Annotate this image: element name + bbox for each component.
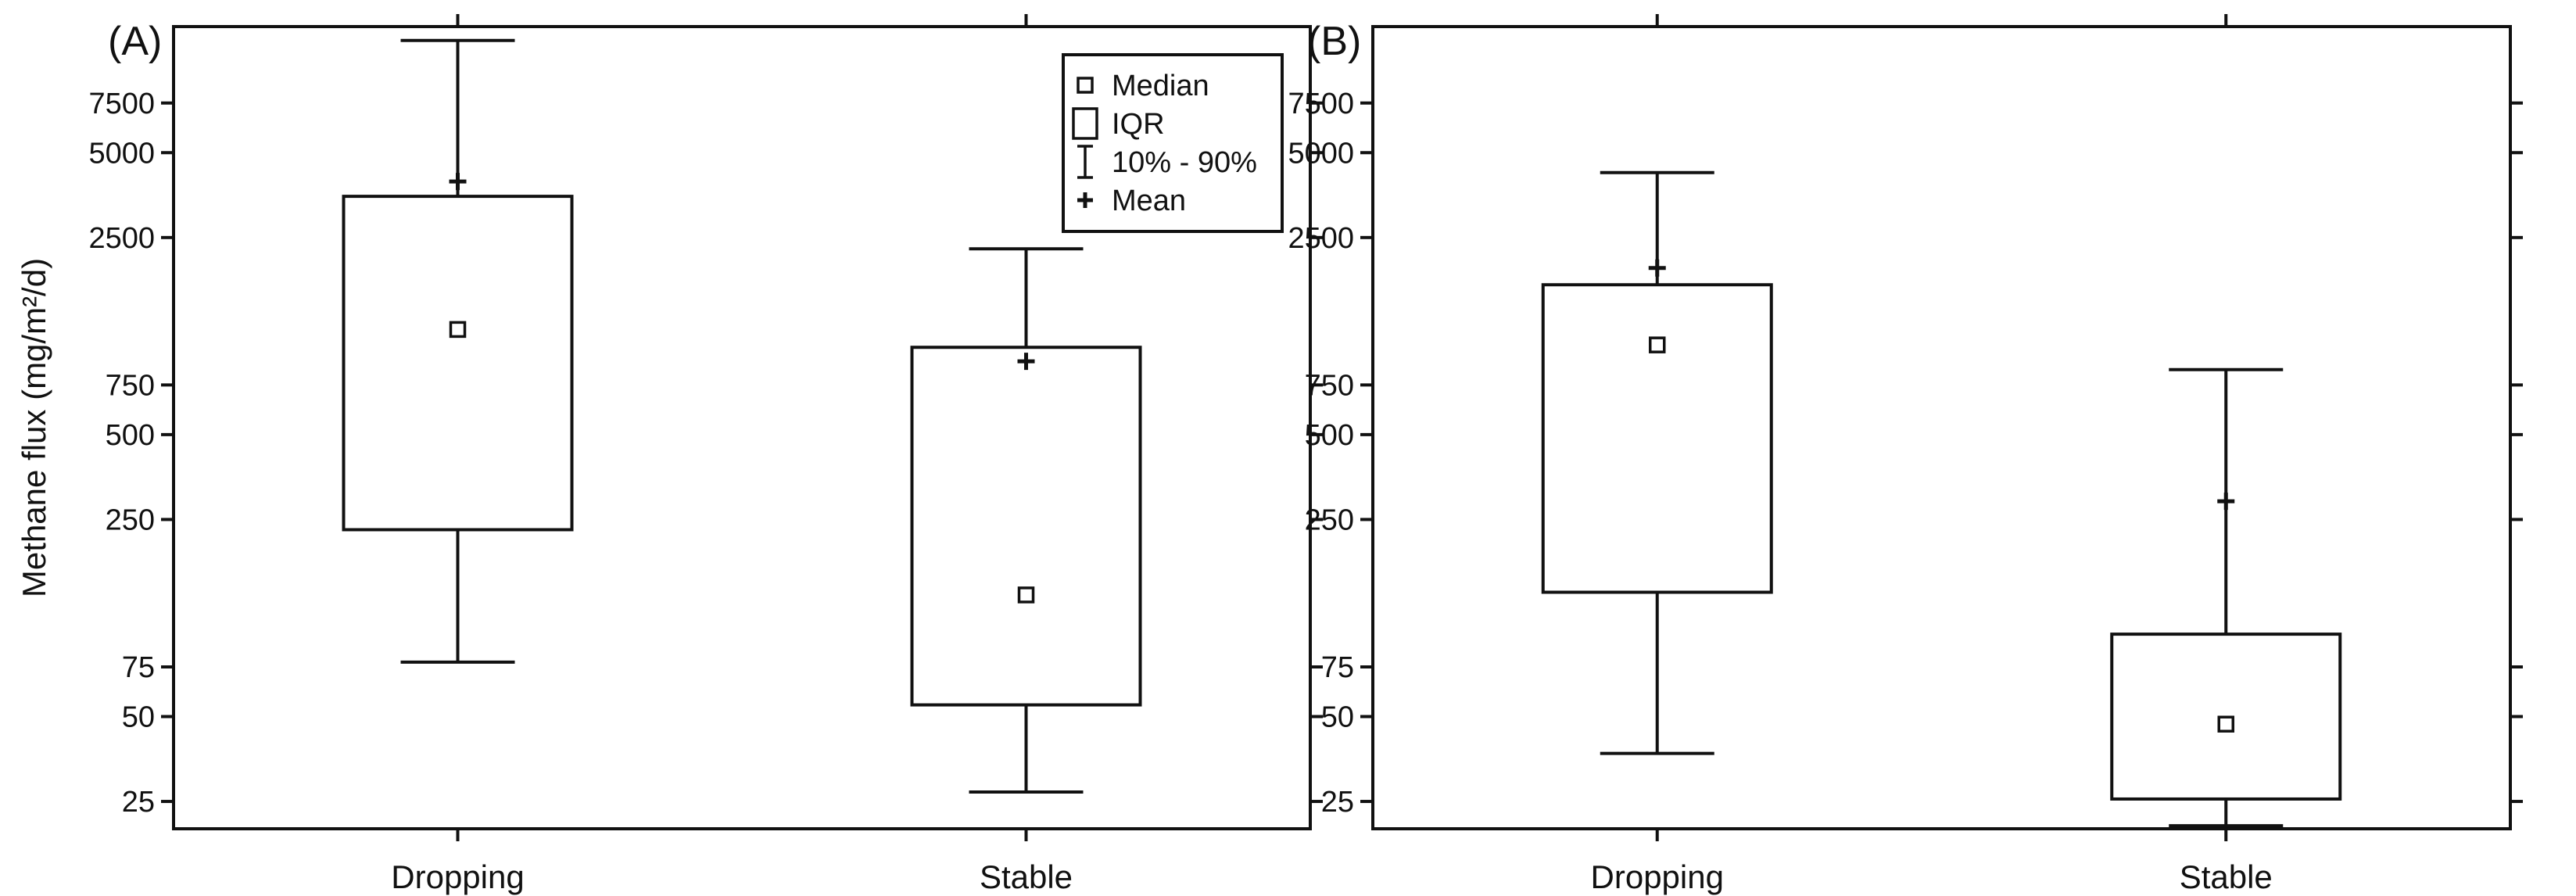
- y-tick-label: 750: [1305, 369, 1354, 402]
- panel-label: (A): [108, 19, 162, 64]
- iqr-box: [910, 346, 1142, 707]
- legend-mean-swatch: [1077, 192, 1093, 208]
- y-tick-label: 750: [106, 369, 155, 402]
- mean-marker: [1017, 353, 1035, 371]
- y-tick-label: 5000: [1288, 137, 1354, 170]
- chart-panel-b: 25 50 75 250 500 750 2500 5000 7500 Dropping Stabl…: [1288, 14, 2523, 895]
- x-category-label: Stable: [2180, 858, 2273, 895]
- y-tick-label: 25: [122, 786, 155, 819]
- x-category-label: Dropping: [391, 858, 524, 895]
- median-marker: [2217, 715, 2234, 733]
- plot-frame: [172, 25, 1312, 830]
- median-marker: [449, 321, 467, 339]
- box-stable: [2110, 367, 2342, 828]
- y-tick-label: 50: [122, 701, 155, 733]
- y-axis-title: Methane flux (mg/m²/d): [16, 258, 52, 597]
- legend-entry-label: Mean: [1112, 185, 1186, 217]
- y-tick-label: 2500: [1288, 222, 1354, 255]
- legend-frame: [1062, 53, 1284, 233]
- median-marker: [1017, 586, 1035, 604]
- y-tick-label: 500: [1305, 419, 1354, 452]
- mean-marker: [449, 173, 467, 191]
- legend-entry-label: Median: [1112, 70, 1209, 102]
- median-marker: [1649, 336, 1666, 353]
- y-tick-label: 7500: [88, 88, 155, 120]
- chart-panel-a: 25 50 75 250 500 750 2500 5000 7500 Dropping Stabl…: [16, 14, 1323, 895]
- iqr-box: [1541, 283, 1773, 594]
- box-dropping: [1541, 170, 1773, 755]
- x-category-label: Dropping: [1591, 858, 1724, 895]
- y-tick-label: 75: [1321, 651, 1354, 684]
- legend-median-swatch: [1077, 77, 1094, 94]
- legend-iqr-swatch: [1072, 107, 1098, 140]
- plot-frame: [1371, 25, 2512, 830]
- x-category-label: Stable: [980, 858, 1073, 895]
- legend-whisker-swatch: [1077, 145, 1093, 179]
- y-tick-label: 5000: [88, 137, 155, 170]
- mean-marker: [2217, 493, 2235, 511]
- mean-marker: [1648, 259, 1666, 277]
- y-tick-label: 7500: [1288, 88, 1354, 120]
- legend-entry-label: IQR: [1112, 108, 1165, 141]
- y-tick-label: 75: [122, 651, 155, 684]
- iqr-box: [342, 195, 574, 532]
- y-tick-label: 2500: [88, 222, 155, 255]
- y-tick-label: 250: [106, 504, 155, 536]
- box-stable: [910, 247, 1142, 794]
- y-tick-label: 25: [1321, 786, 1354, 819]
- y-tick-label: 250: [1305, 504, 1354, 536]
- legend-entry-label: 10% - 90%: [1112, 146, 1257, 179]
- y-tick-label: 50: [1321, 701, 1354, 733]
- box-dropping: [342, 38, 574, 664]
- panel-label: (B): [1307, 19, 1361, 64]
- y-tick-label: 500: [106, 419, 155, 452]
- legend: Median IQR 10% - 90% Mean: [1062, 53, 1284, 233]
